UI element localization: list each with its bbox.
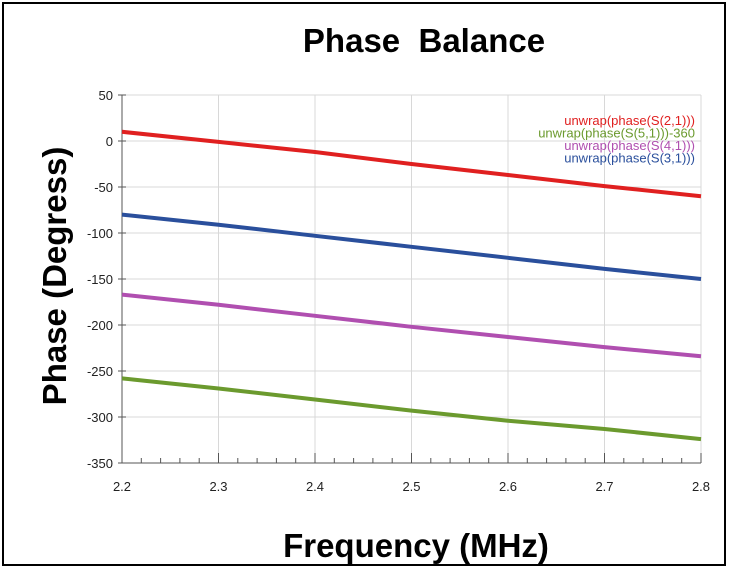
x-tick-label: 2.3 <box>209 479 227 494</box>
y-tick-label: -300 <box>87 410 113 425</box>
series-line <box>121 212 702 281</box>
chart-frame: Phase Balance Phase (Degress) Frequency … <box>2 2 726 566</box>
x-tick-label: 2.7 <box>595 479 613 494</box>
x-tick-label: 2.4 <box>306 479 324 494</box>
legend-entry: unwrap(phase(S(2,1))) <box>564 113 695 128</box>
y-tick-label: -250 <box>87 364 113 379</box>
plot-area: 2.2 2.3 2.4 2.5 2.6 2.7 2.8 50 0 -50 -100 -150 -200 -… <box>87 88 710 494</box>
y-tick-label: 50 <box>99 88 113 103</box>
legend-entry: unwrap(phase(S(3,1))) <box>564 151 695 166</box>
x-tick-label: 2.2 <box>113 479 131 494</box>
legend-entry: unwrap(phase(S(4,1))) <box>564 138 695 153</box>
x-tick-label: 2.6 <box>499 479 517 494</box>
y-tick-label: 0 <box>106 134 113 149</box>
y-tick-label: -50 <box>94 180 113 195</box>
series-line <box>121 129 702 199</box>
y-tick-label: -200 <box>87 318 113 333</box>
chart-title: Phase Balance <box>302 22 546 59</box>
series-line <box>121 376 702 442</box>
x-tick-label: 2.5 <box>402 479 420 494</box>
y-tick-label: -150 <box>87 272 113 287</box>
legend-entry: unwrap(phase(S(5,1)))-360 <box>538 126 695 141</box>
x-axis-title: Frequency (MHz) <box>283 527 549 564</box>
y-tick-label: -100 <box>87 226 113 241</box>
series-line <box>121 292 702 359</box>
x-tick-label: 2.8 <box>692 479 710 494</box>
y-tick-label: -350 <box>87 456 113 471</box>
